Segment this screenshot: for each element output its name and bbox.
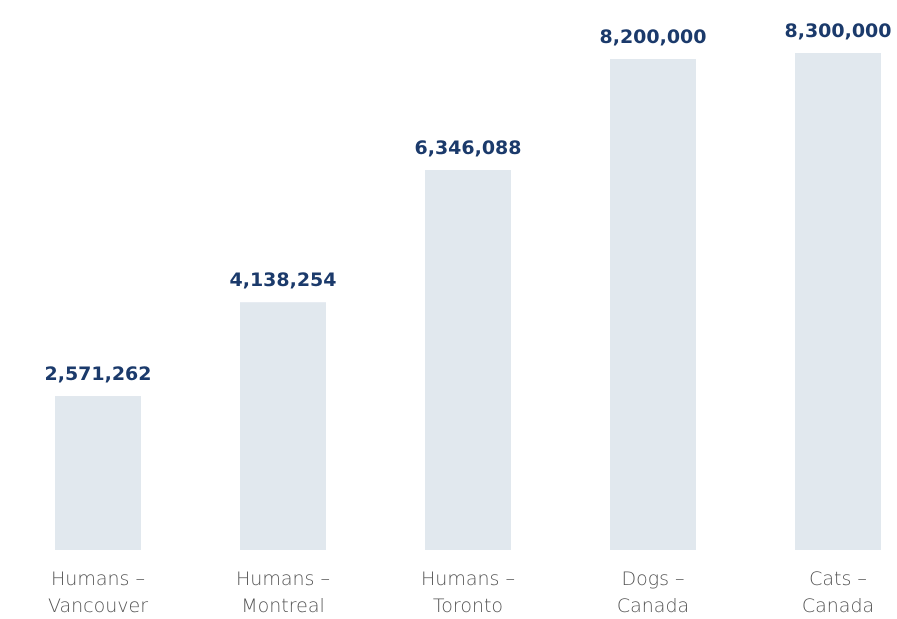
- plot: 2,571,262 4,138,254 6,346,088 8,200,000 8,30…: [0, 0, 897, 619]
- category-label: Dogs – Canada: [573, 566, 733, 619]
- bar: [425, 170, 511, 550]
- value-label: 2,571,262: [45, 363, 152, 385]
- bar: [55, 396, 141, 550]
- value-label: 6,346,088: [415, 137, 522, 159]
- category-label: Humans – Montreal: [203, 566, 363, 619]
- bar: [795, 53, 881, 550]
- chart: 2,571,262 4,138,254 6,346,088 8,200,000 8,30…: [0, 0, 897, 619]
- value-label: 8,200,000: [600, 26, 707, 48]
- category-label: Humans – Toronto: [388, 566, 548, 619]
- category-label: Humans – Vancouver: [18, 566, 178, 619]
- value-label: 8,300,000: [785, 20, 892, 42]
- value-label: 4,138,254: [230, 269, 337, 291]
- category-label: Cats – Canada: [758, 566, 897, 619]
- bar: [240, 302, 326, 550]
- bar: [610, 59, 696, 550]
